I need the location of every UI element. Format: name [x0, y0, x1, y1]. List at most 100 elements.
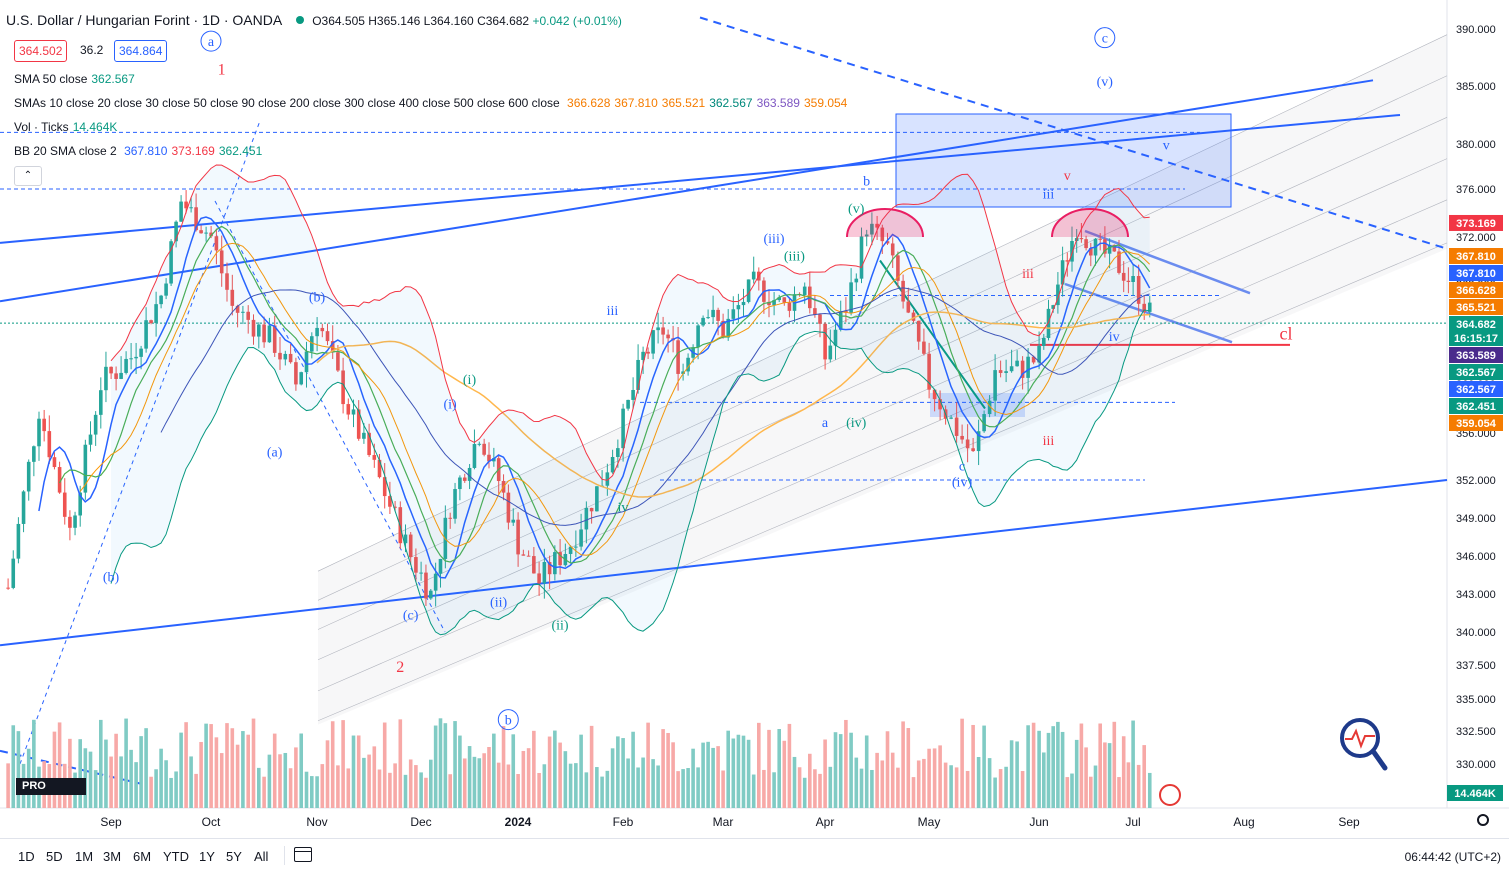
candle-body: [32, 446, 36, 462]
channel-line[interactable]: [317, 242, 1448, 722]
trend-line-upper-2[interactable]: [0, 79, 1374, 303]
candle-body: [299, 372, 304, 385]
wave-label-circle: [497, 709, 519, 731]
volume-bar: [681, 769, 685, 808]
channel-line[interactable]: [317, 158, 1448, 660]
price-badge: [1449, 214, 1503, 231]
candle-body: [257, 324, 261, 337]
candle-body: [911, 312, 916, 321]
channel-line[interactable]: [317, 75, 1448, 601]
volume-bar: [88, 751, 93, 808]
volume-badge-text: 14.464K: [1454, 788, 1496, 800]
bollinger-lower[interactable]: [110, 309, 1150, 636]
range-ytd[interactable]: YTD: [163, 849, 189, 864]
moving-average-line[interactable]: [79, 242, 1150, 556]
candle-body: [393, 506, 397, 508]
channel-line[interactable]: [317, 117, 1448, 630]
price-badge: [1449, 330, 1503, 346]
top-arc-marker[interactable]: [1051, 208, 1129, 238]
tradingview-logo: PRO: [16, 778, 86, 795]
price-badge-text: 362.567: [1456, 384, 1496, 396]
calendar-icon[interactable]: [294, 847, 312, 862]
range-5d[interactable]: 5D: [46, 849, 63, 864]
candle-body: [772, 300, 776, 306]
volume-bar: [377, 769, 382, 808]
dashed-wave-line-2[interactable]: [214, 200, 446, 633]
range-1y[interactable]: 1Y: [199, 849, 215, 864]
regression-channel[interactable]: [318, 34, 1447, 725]
candle-body: [346, 404, 351, 415]
sma50-legend[interactable]: SMA 50 close 362.567: [14, 72, 135, 86]
candle-body: [356, 409, 361, 439]
bb-legend[interactable]: BB 20 SMA close 2 367.810 373.169 362.451: [14, 144, 270, 158]
range-3m[interactable]: 3M: [103, 849, 122, 864]
falling-wedge-top[interactable]: [1084, 229, 1251, 295]
candle-body: [114, 373, 118, 379]
volume-bar: [736, 734, 741, 808]
range-5y[interactable]: 5Y: [226, 849, 242, 864]
candle-body: [458, 477, 462, 490]
buy-button[interactable]: 364.864: [114, 40, 168, 62]
candle-body: [636, 359, 640, 390]
candle-body: [1084, 239, 1088, 249]
range-1m[interactable]: 1M: [75, 849, 94, 864]
candle-body: [1107, 244, 1112, 254]
candle-body: [294, 362, 298, 385]
moving-average-line[interactable]: [160, 287, 1150, 526]
channel-line[interactable]: [317, 199, 1448, 692]
trend-line-lower[interactable]: [0, 479, 1448, 647]
candle-body: [341, 370, 345, 405]
wave-label: c: [1102, 32, 1108, 47]
volume-bar: [971, 724, 975, 808]
candle-body: [37, 418, 41, 447]
moving-average-line[interactable]: [38, 216, 1151, 579]
settings-gear-icon[interactable]: [1477, 814, 1489, 826]
smas-value-1: 367.810: [614, 96, 658, 110]
dashed-wave-line[interactable]: [19, 120, 261, 765]
volume-bar: [104, 739, 108, 808]
volume-bar: [751, 774, 756, 808]
clock-readout[interactable]: 06:44:42 (UTC+2): [1404, 850, 1501, 864]
bollinger-upper[interactable]: [110, 164, 1150, 481]
moving-average-line[interactable]: [58, 225, 1151, 564]
volume-bar: [1051, 726, 1055, 808]
volume-bar: [330, 721, 335, 808]
volume-bar: [372, 746, 377, 808]
collapse-legend-button[interactable]: ⌃: [14, 166, 42, 186]
dashed-trend-line[interactable]: [699, 16, 1448, 250]
magnifier-icon[interactable]: [1340, 718, 1388, 771]
candle-body: [711, 309, 715, 318]
wave-label: (iii): [764, 232, 785, 247]
volume-bar: [272, 733, 277, 808]
sell-button[interactable]: 364.502: [14, 40, 68, 62]
trend-line-upper[interactable]: [0, 114, 1401, 244]
range-all[interactable]: All: [254, 849, 269, 864]
candle-body: [16, 523, 21, 559]
volume-bar: [691, 748, 695, 808]
channel-line[interactable]: [317, 34, 1448, 572]
volume-bar: [636, 767, 640, 808]
volume-bar: [568, 763, 573, 808]
volume-bar: [219, 753, 224, 808]
time-tick: Feb: [613, 815, 634, 829]
range-6m[interactable]: 6M: [133, 849, 152, 864]
wave-label: (i): [443, 398, 457, 413]
candle-body: [104, 366, 108, 391]
candle-body: [1026, 356, 1030, 378]
smas-legend[interactable]: SMAs 10 close 20 close 30 close 50 close…: [14, 96, 855, 110]
range-1d[interactable]: 1D: [18, 849, 35, 864]
volume-legend[interactable]: Vol · Ticks 14.464K: [14, 120, 118, 134]
candle-body: [813, 308, 817, 315]
candle-body: [516, 519, 520, 555]
price-badge: [1449, 381, 1503, 397]
moving-average-line[interactable]: [316, 311, 1150, 498]
symbol-title[interactable]: U.S. Dollar / Hungarian Forint · 1D · OA…: [6, 12, 283, 28]
us-flag-event-icon[interactable]: [1159, 784, 1181, 806]
candle-body: [621, 408, 625, 449]
top-arc-marker[interactable]: [846, 208, 924, 238]
price-tick: 352.000: [1456, 475, 1496, 487]
volume-bar: [982, 725, 986, 808]
volume-bar: [356, 735, 361, 808]
price-tick: 376.000: [1456, 184, 1496, 196]
